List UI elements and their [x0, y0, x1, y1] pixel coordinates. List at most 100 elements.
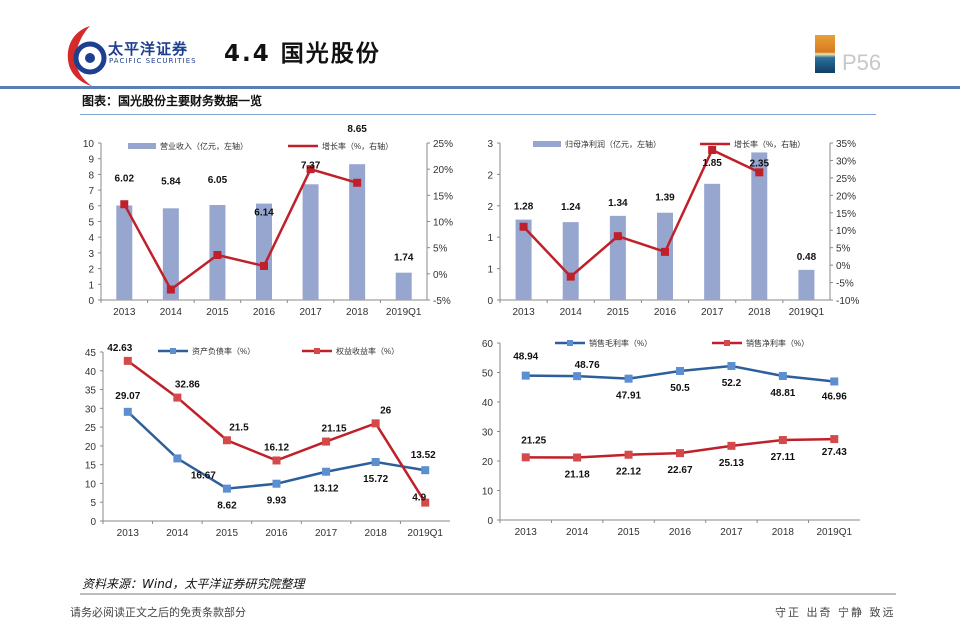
y-tick-label: 15	[85, 461, 97, 472]
series-point	[371, 457, 380, 466]
y-tick-label: 20	[482, 457, 494, 468]
legend-label: 增长率（%，右轴）	[734, 139, 805, 149]
data-label: 4.9	[412, 493, 426, 504]
data-label: 22.67	[667, 465, 692, 476]
data-label: 21.5	[229, 422, 249, 433]
x-tick-label: 2014	[166, 528, 189, 539]
bar	[798, 269, 815, 300]
y2-tick-label: 20%	[836, 191, 856, 202]
y2-tick-label: -10%	[836, 296, 859, 307]
y-tick-label: 10	[85, 479, 97, 490]
legend-label: 资产负债率（%）	[192, 346, 255, 356]
growth-point	[613, 232, 622, 241]
y2-tick-label: 10%	[433, 218, 453, 229]
y-tick-label: 10	[83, 139, 95, 150]
x-tick-label: 2019Q1	[386, 307, 422, 318]
x-tick-label: 2017	[315, 528, 338, 539]
series-point	[371, 419, 380, 428]
series-point	[521, 453, 530, 462]
data-label: 29.07	[115, 391, 140, 402]
series-point	[778, 372, 787, 381]
y2-tick-label: 20%	[433, 165, 453, 176]
legend-swatch-bar	[533, 141, 561, 147]
series-point	[573, 372, 582, 381]
data-label: 48.81	[770, 388, 795, 399]
y-tick-label: 40	[482, 398, 494, 409]
growth-point	[708, 145, 717, 154]
y-tick-label: 3	[88, 249, 94, 260]
series-point	[322, 467, 331, 476]
bar-value-label: 6.02	[115, 173, 135, 184]
data-label: 8.62	[217, 501, 237, 512]
x-tick-label: 2018	[748, 307, 771, 318]
bar-value-label: 8.65	[347, 124, 367, 135]
series-point	[830, 377, 839, 386]
x-tick-label: 2015	[206, 307, 229, 318]
x-tick-label: 2018	[346, 307, 369, 318]
x-tick-label: 2016	[669, 527, 692, 538]
data-label: 15.72	[363, 474, 388, 485]
y2-tick-label: 25%	[836, 174, 856, 185]
y-tick-label: 6	[88, 202, 94, 213]
data-label: 27.11	[771, 452, 796, 463]
series-point	[173, 454, 182, 463]
bar-value-label: 0.48	[797, 252, 817, 263]
legend-label: 销售毛利率（%）	[589, 338, 652, 348]
series-point	[624, 374, 633, 383]
y-tick-label: 20	[85, 442, 97, 453]
bar-value-label: 1.28	[514, 202, 534, 213]
figure-title: 图表：国光股份主要财务数据一览	[82, 94, 263, 108]
x-tick-label: 2013	[113, 307, 136, 318]
y2-tick-label: 5%	[836, 244, 851, 255]
data-label: 16.67	[191, 470, 216, 481]
legend-label: 归母净利润（亿元，左轴）	[565, 139, 661, 149]
series-point	[676, 367, 684, 376]
y2-tick-label: 15%	[433, 191, 453, 202]
y-tick-label: 30	[482, 428, 494, 439]
x-tick-label: 2014	[560, 307, 583, 318]
series-point	[272, 479, 281, 488]
legend-label: 营业收入（亿元，左轴）	[160, 141, 248, 151]
data-label: 21.15	[322, 424, 347, 435]
growth-line	[123, 167, 358, 292]
data-label: 52.2	[722, 378, 742, 389]
y-tick-label: 1	[487, 265, 493, 276]
legend-label: 销售净利率（%）	[746, 338, 809, 348]
growth-line	[522, 148, 760, 279]
x-tick-label: 2015	[617, 527, 640, 538]
series-point	[173, 393, 182, 402]
logo-subtext: PACIFIC SECURITIES	[109, 57, 197, 65]
growth-point	[306, 165, 315, 174]
x-tick-label: 2013	[512, 307, 535, 318]
x-tick-label: 2018	[772, 527, 795, 538]
y-tick-label: 0	[487, 516, 493, 527]
series-point	[222, 436, 231, 445]
bar-value-label: 1.24	[561, 202, 581, 213]
y2-tick-label: 30%	[836, 156, 856, 167]
series-point	[778, 436, 787, 445]
y2-tick-label: -5%	[836, 279, 854, 290]
y-tick-label: 25	[85, 423, 97, 434]
y2-tick-label: 15%	[836, 209, 856, 220]
x-tick-label: 2016	[253, 307, 276, 318]
y-tick-label: 1	[88, 280, 94, 291]
y2-tick-label: 35%	[836, 139, 856, 150]
bar	[657, 212, 673, 300]
y2-tick-label: 5%	[433, 244, 448, 255]
growth-point	[519, 222, 528, 231]
y-tick-label: 2	[88, 265, 94, 276]
y-tick-label: 0	[487, 296, 493, 307]
bar	[562, 222, 579, 300]
y-tick-label: 60	[482, 339, 494, 350]
bar-value-label: 1.74	[394, 253, 414, 264]
data-label: 26	[380, 405, 392, 416]
y2-tick-label: 25%	[433, 139, 453, 150]
x-tick-label: 2014	[160, 307, 183, 318]
series-point	[830, 435, 839, 444]
growth-point	[661, 247, 669, 256]
series-point	[222, 484, 231, 493]
y2-tick-label: 0%	[433, 270, 448, 281]
y-tick-label: 30	[85, 404, 97, 415]
legend-swatch-marker	[170, 348, 176, 354]
data-label: 16.12	[264, 442, 289, 453]
